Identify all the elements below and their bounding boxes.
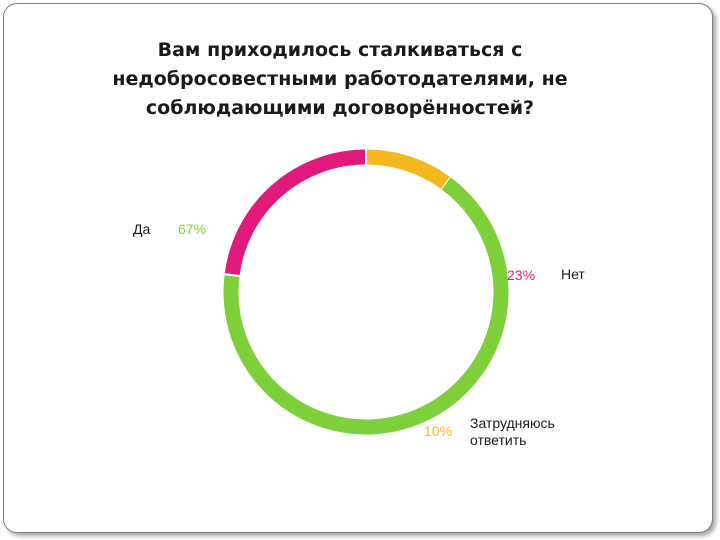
category-label-1-line-1: Да bbox=[133, 221, 150, 237]
chart-title: Вам приходилось сталкиваться с недобросо… bbox=[60, 36, 620, 123]
ring-slices bbox=[223, 148, 509, 435]
category-label-2-line-1: Нет bbox=[561, 266, 585, 282]
ring-slice-3 bbox=[365, 149, 450, 189]
slide-frame bbox=[3, 3, 713, 533]
slice-separator-2 bbox=[223, 273, 241, 278]
value-label-1: 67% bbox=[178, 221, 206, 237]
category-label-3-line-2: ответить bbox=[470, 432, 526, 448]
chart-title-line-2: недобросовестными работодателями, не bbox=[112, 68, 568, 90]
chart-title-line-3: соблюдающими договорённостей? bbox=[145, 97, 535, 119]
value-label-3: 10% bbox=[424, 423, 452, 439]
value-label-2: 23% bbox=[507, 267, 535, 283]
category-label-3-line-1: Затрудняюсь bbox=[470, 415, 555, 431]
ring-slice-1 bbox=[223, 176, 509, 435]
chart-title-line-1: Вам приходилось сталкиваться с bbox=[157, 39, 523, 61]
ring-slice-2 bbox=[224, 149, 367, 277]
